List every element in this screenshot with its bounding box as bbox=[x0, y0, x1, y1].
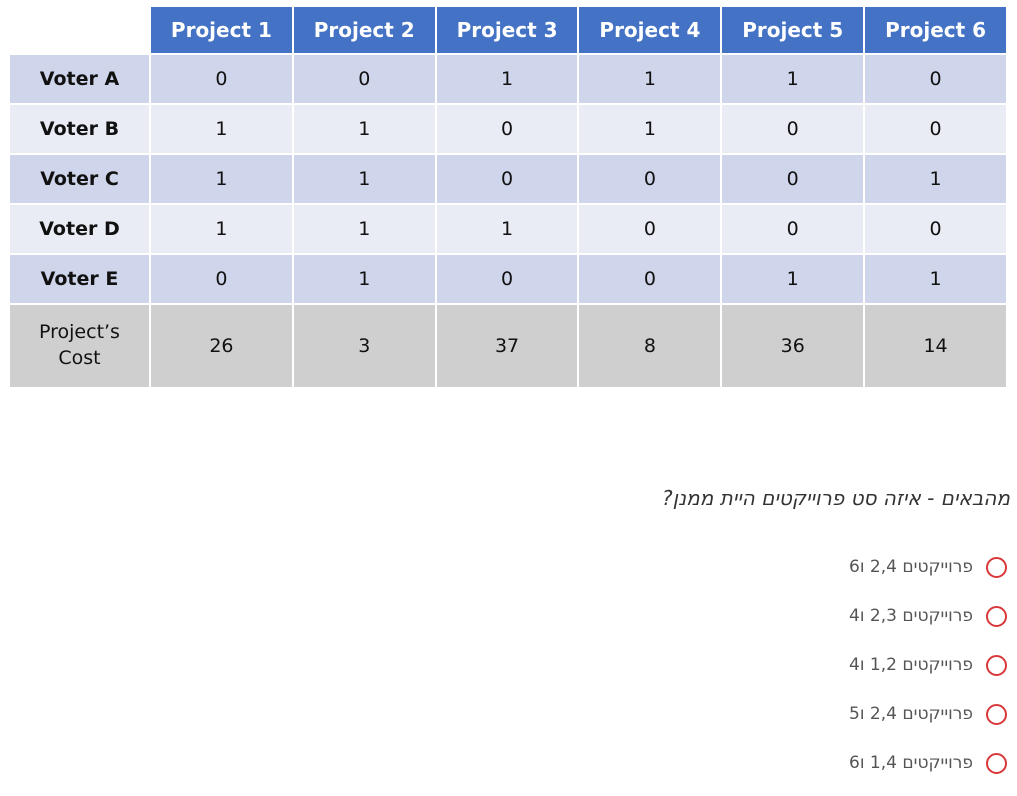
cost-cell: 37 bbox=[434, 303, 580, 389]
radio-button[interactable] bbox=[986, 556, 1007, 578]
vote-cell: 0 bbox=[577, 153, 723, 205]
column-header: Project 4 bbox=[577, 5, 723, 55]
vote-cell: 0 bbox=[863, 203, 1008, 255]
option-label: פרוייקטים 2,4 ו6 bbox=[849, 557, 973, 577]
option-label: פרוייקטים 1,2 ו4 bbox=[849, 655, 973, 675]
cost-cell: 3 bbox=[291, 303, 437, 389]
radio-button[interactable] bbox=[986, 752, 1007, 774]
vote-cell: 1 bbox=[863, 253, 1008, 305]
corner-cell bbox=[8, 5, 151, 55]
question-text: מהבאים - איזה סט פרוייקטים היית ממנן? bbox=[662, 486, 1010, 510]
column-header: Project 6 bbox=[863, 5, 1008, 55]
vote-cell: 0 bbox=[863, 53, 1008, 105]
row-label: Voter B bbox=[8, 103, 151, 155]
vote-cell: 1 bbox=[149, 153, 294, 205]
vote-cell: 1 bbox=[577, 53, 723, 105]
row-label: Project’s Cost bbox=[8, 303, 151, 389]
radio-option[interactable]: פרוייקטים 1,4 ו6 bbox=[849, 750, 1007, 776]
vote-cell: 1 bbox=[720, 253, 866, 305]
vote-cell: 0 bbox=[434, 253, 580, 305]
vote-cell: 0 bbox=[577, 203, 723, 255]
cost-cell: 36 bbox=[720, 303, 866, 389]
vote-cell: 0 bbox=[577, 253, 723, 305]
row-label: Voter A bbox=[8, 53, 151, 105]
vote-cell: 0 bbox=[291, 53, 437, 105]
vote-cell: 1 bbox=[291, 203, 437, 255]
row-label: Voter E bbox=[8, 253, 151, 305]
cost-row: Project’s Cost 26 3 37 8 36 14 bbox=[8, 303, 1008, 389]
vote-cell: 1 bbox=[863, 153, 1008, 205]
vote-table: Project 1 Project 2 Project 3 Project 4 Proj… bbox=[8, 5, 1008, 389]
vote-cell: 0 bbox=[149, 53, 294, 105]
radio-button[interactable] bbox=[986, 654, 1007, 676]
option-label: פרוייקטים 1,4 ו6 bbox=[849, 753, 973, 773]
cost-cell: 14 bbox=[863, 303, 1008, 389]
column-header: Project 3 bbox=[434, 5, 580, 55]
vote-cell: 1 bbox=[291, 153, 437, 205]
vote-cell: 1 bbox=[291, 103, 437, 155]
row-label: Voter D bbox=[8, 203, 151, 255]
vote-cell: 1 bbox=[149, 103, 294, 155]
vote-cell: 0 bbox=[434, 103, 580, 155]
row-label: Voter C bbox=[8, 153, 151, 205]
vote-cell: 1 bbox=[149, 203, 294, 255]
option-label: פרוייקטים 2,3 ו4 bbox=[849, 606, 973, 626]
vote-cell: 0 bbox=[720, 103, 866, 155]
radio-button[interactable] bbox=[986, 703, 1007, 725]
radio-button[interactable] bbox=[986, 605, 1007, 627]
cost-cell: 8 bbox=[577, 303, 723, 389]
radio-option[interactable]: פרוייקטים 2,4 ו6 bbox=[849, 554, 1007, 580]
column-header: Project 2 bbox=[291, 5, 437, 55]
header-row: Project 1 Project 2 Project 3 Project 4 Proj… bbox=[8, 5, 1008, 55]
vote-cell: 1 bbox=[577, 103, 723, 155]
radio-option[interactable]: פרוייקטים 1,2 ו4 bbox=[849, 652, 1007, 678]
column-header: Project 1 bbox=[149, 5, 294, 55]
column-header: Project 5 bbox=[720, 5, 866, 55]
vote-cell: 0 bbox=[149, 253, 294, 305]
radio-option[interactable]: פרוייקטים 2,3 ו4 bbox=[849, 603, 1007, 629]
vote-cell: 0 bbox=[434, 153, 580, 205]
vote-cell: 0 bbox=[720, 153, 866, 205]
radio-option[interactable]: פרוייקטים 2,4 ו5 bbox=[849, 701, 1007, 727]
vote-cell: 1 bbox=[434, 203, 580, 255]
option-label: פרוייקטים 2,4 ו5 bbox=[849, 704, 973, 724]
vote-cell: 1 bbox=[720, 53, 866, 105]
vote-cell: 1 bbox=[434, 53, 580, 105]
vote-cell: 0 bbox=[720, 203, 866, 255]
vote-cell: 1 bbox=[291, 253, 437, 305]
cost-cell: 26 bbox=[149, 303, 294, 389]
vote-cell: 0 bbox=[863, 103, 1008, 155]
